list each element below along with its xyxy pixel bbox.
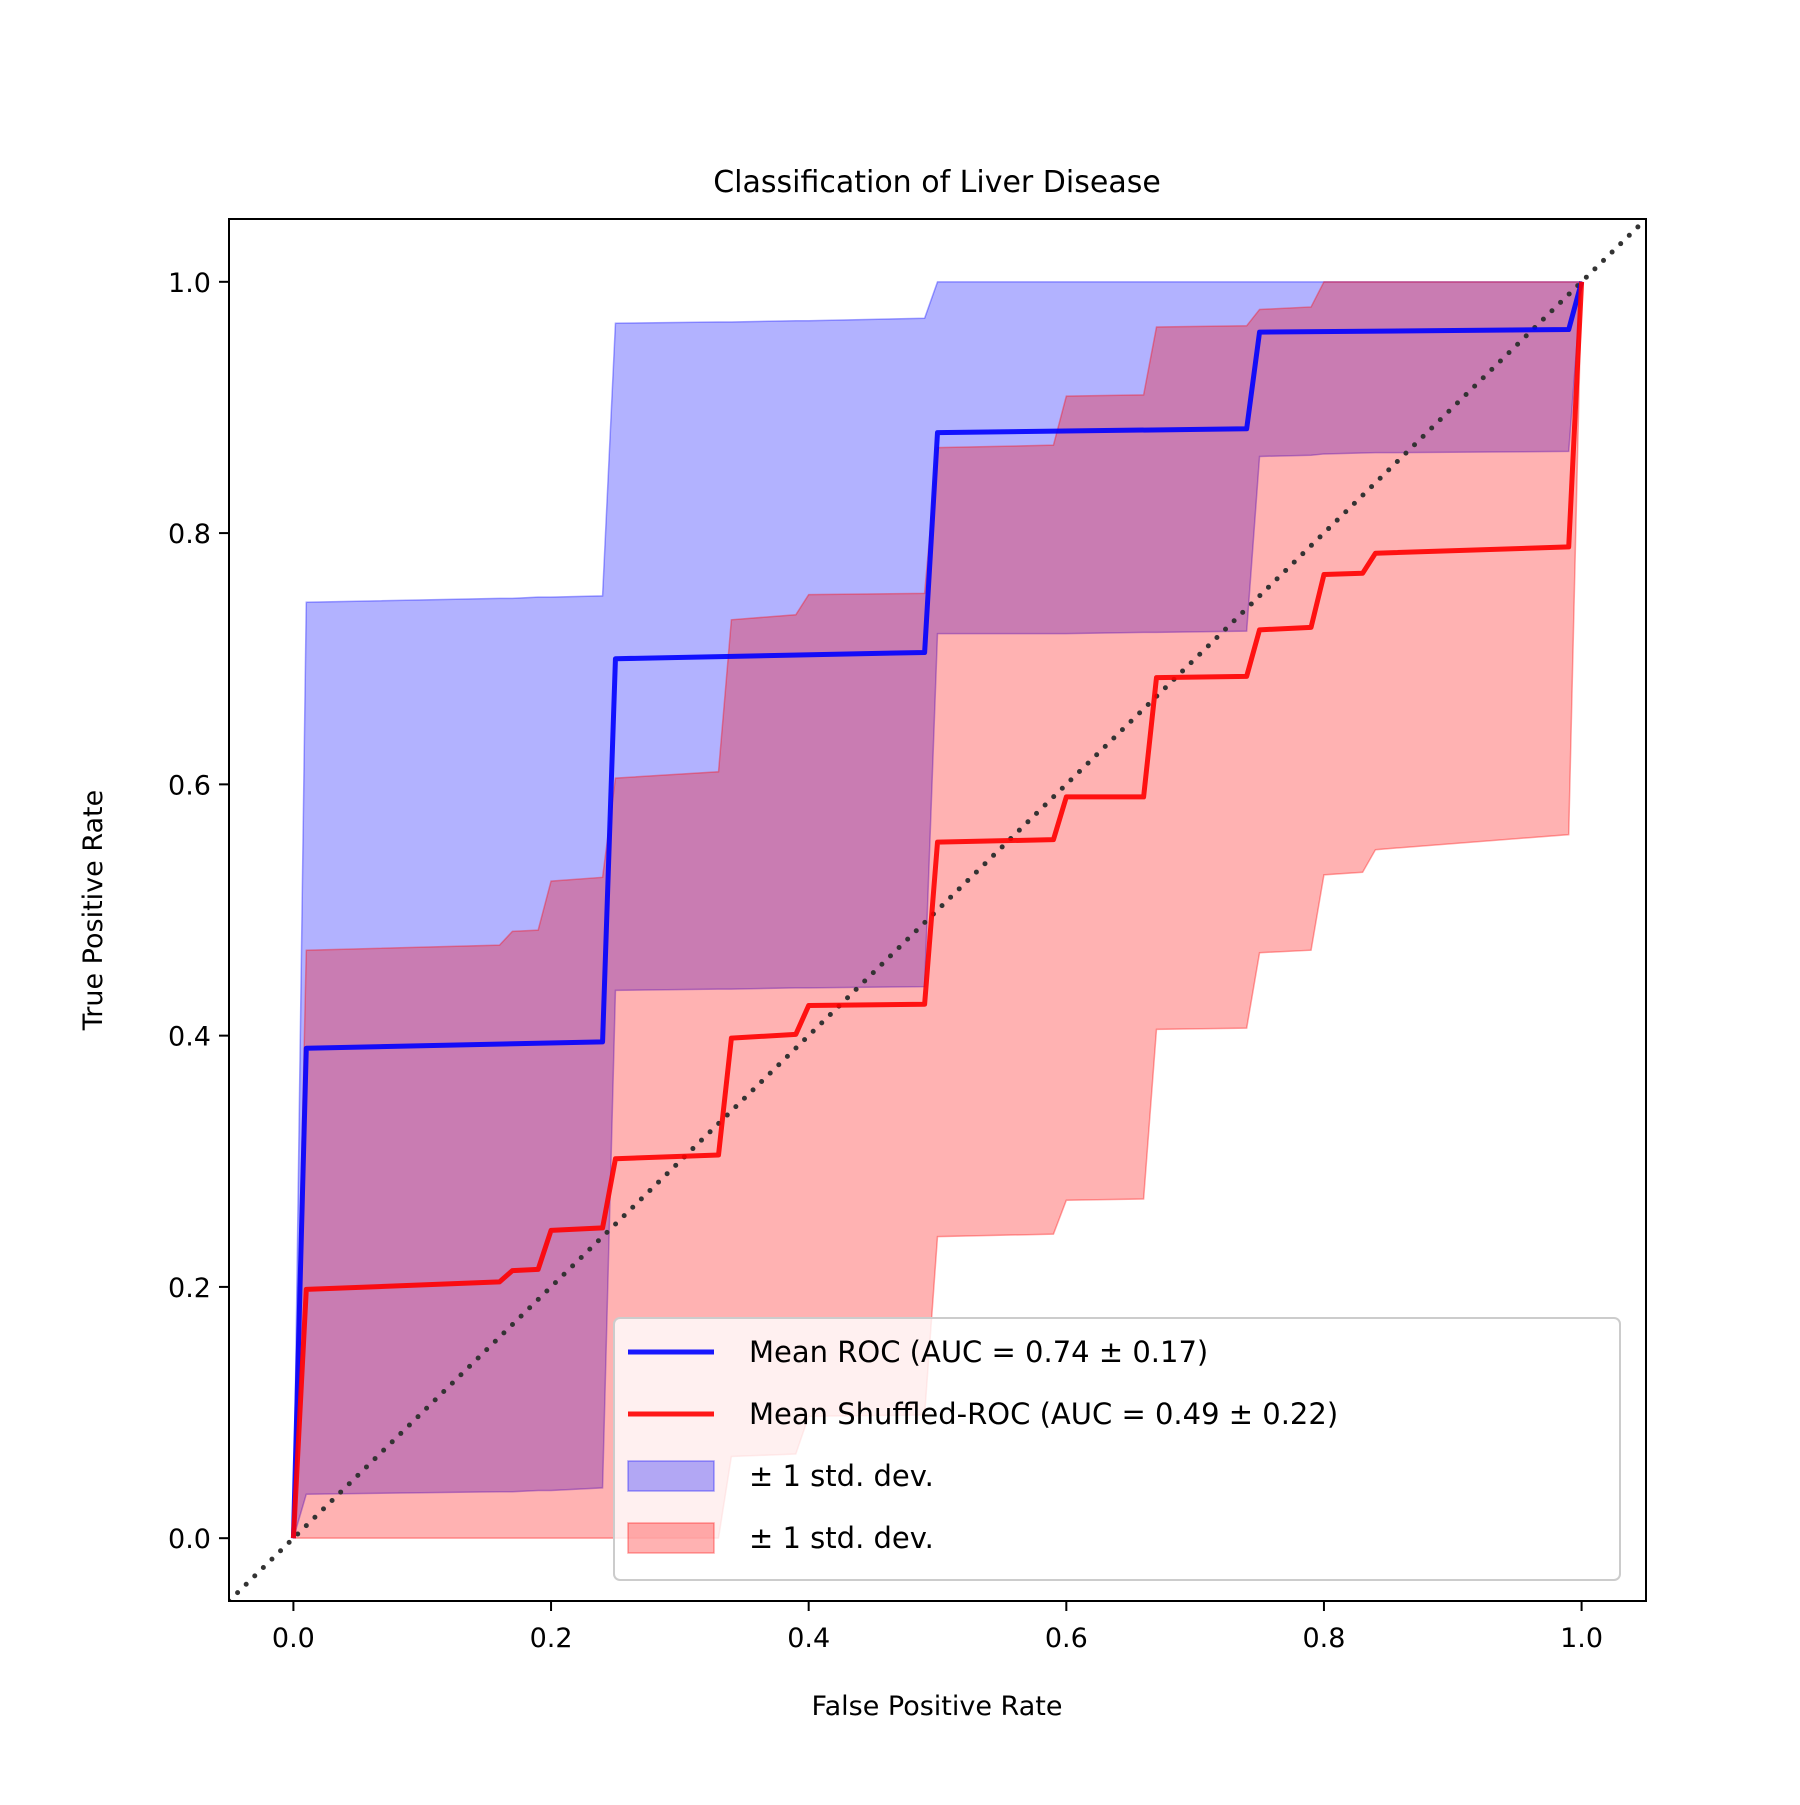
x-tick-label: 0.2 [530, 1623, 573, 1654]
x-tick-label: 1.0 [1560, 1623, 1603, 1654]
legend-box [613, 1317, 1621, 1581]
y-tick-label: 0.8 [168, 519, 211, 550]
y-axis-label: True Positive Rate [78, 790, 109, 1032]
x-tick-label: 0.6 [1045, 1623, 1088, 1654]
legend-patch-swatch [627, 1522, 715, 1554]
legend-entry-label: ± 1 std. dev. [749, 1521, 934, 1555]
chart-title: Classification of Liver Disease [713, 165, 1161, 200]
y-tick-label: 1.0 [168, 268, 211, 299]
series-line-mean-roc [290, 281, 1585, 1539]
legend-entry-label: Mean ROC (AUC = 0.74 ± 0.17) [749, 1335, 1208, 1369]
plot-frame [228, 218, 1647, 1602]
y-tick-label: 0.2 [168, 1273, 211, 1304]
y-tick-label: 0.4 [168, 1022, 211, 1053]
legend-entry-label: ± 1 std. dev. [749, 1459, 934, 1493]
legend-patch-swatch [627, 1460, 715, 1492]
axes-layer: 0.0 0.2 0.4 0.6 0.8 1.0 0.0 0.2 0.4 0.6 0.8 1.0 [168, 218, 1647, 1654]
y-tick-label: 0.6 [168, 770, 211, 801]
roc-lines-layer [290, 281, 1585, 1539]
x-tick-label: 0.0 [272, 1623, 315, 1654]
x-axis-label: False Positive Rate [812, 1691, 1063, 1722]
x-tick-label: 0.4 [787, 1623, 830, 1654]
x-tick-label: 0.8 [1302, 1623, 1345, 1654]
legend-entry-label: Mean Shuffled-ROC (AUC = 0.49 ± 0.22) [749, 1397, 1338, 1431]
y-tick-label: 0.0 [168, 1524, 211, 1555]
legend: Mean ROC (AUC = 0.74 ± 0.17) Mean Shuffle… [613, 1317, 1621, 1581]
series-line-shuffled-roc [290, 281, 1585, 1539]
